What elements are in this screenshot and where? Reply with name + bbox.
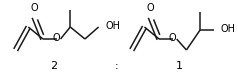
Text: 2: 2: [50, 61, 57, 71]
Text: O: O: [169, 33, 177, 43]
Text: OH: OH: [221, 24, 236, 34]
Text: OH: OH: [105, 21, 120, 31]
Text: 1: 1: [176, 61, 183, 71]
Text: O: O: [30, 3, 38, 13]
Text: :: :: [114, 61, 118, 71]
Text: O: O: [147, 3, 154, 13]
Text: O: O: [53, 33, 60, 43]
